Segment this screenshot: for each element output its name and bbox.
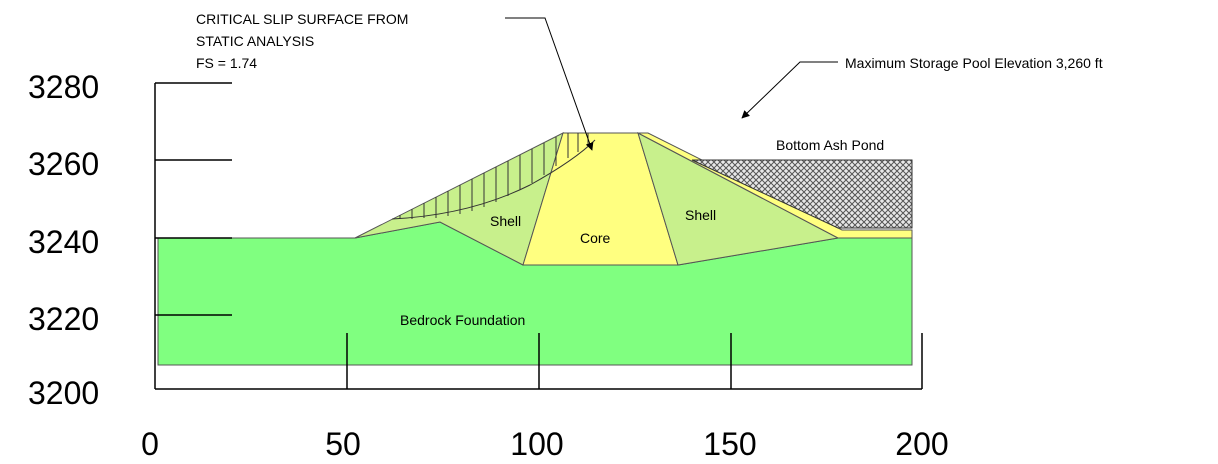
y-labels: 3280 3260 3240 3220 3200 bbox=[28, 69, 99, 411]
y-label: 3220 bbox=[28, 301, 99, 337]
region-label: Bedrock Foundation bbox=[400, 312, 525, 328]
pool-leader bbox=[741, 61, 838, 119]
slip-leader bbox=[505, 17, 594, 151]
region-label: Shell bbox=[685, 207, 716, 223]
annotation: FS = 1.74 bbox=[196, 55, 257, 71]
slip-surface bbox=[391, 133, 596, 220]
x-label: 100 bbox=[510, 426, 563, 462]
x-label: 0 bbox=[141, 426, 159, 462]
liner bbox=[637, 132, 913, 239]
annotation: STATIC ANALYSIS bbox=[196, 33, 314, 49]
y-label: 3280 bbox=[28, 69, 99, 105]
region-label: Bottom Ash Pond bbox=[776, 137, 884, 153]
region-label: Shell bbox=[490, 213, 521, 229]
x-label: 50 bbox=[325, 426, 361, 462]
y-label: 3200 bbox=[28, 375, 99, 411]
annotation: CRITICAL SLIP SURFACE FROM bbox=[196, 11, 408, 27]
y-label: 3260 bbox=[28, 146, 99, 182]
x-labels: 0 50 100 150 200 bbox=[141, 426, 949, 462]
region-label: Core bbox=[580, 230, 611, 246]
y-label: 3240 bbox=[28, 224, 99, 260]
x-label: 150 bbox=[703, 426, 756, 462]
annotation: Maximum Storage Pool Elevation 3,260 ft bbox=[845, 55, 1103, 71]
x-label: 200 bbox=[895, 426, 948, 462]
axes bbox=[154, 82, 923, 390]
pond bbox=[691, 159, 913, 229]
